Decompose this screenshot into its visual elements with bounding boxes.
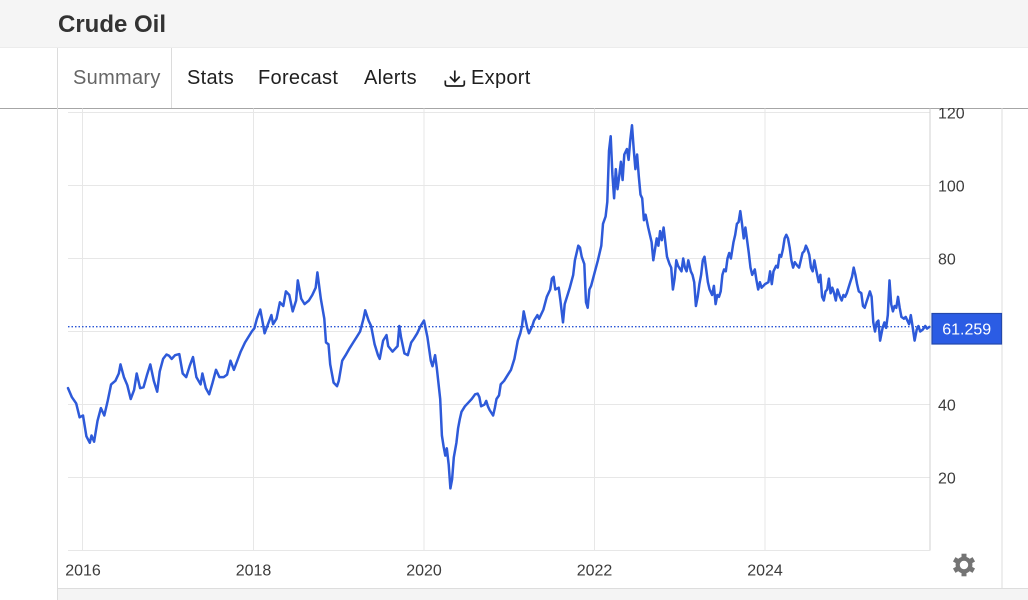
svg-text:2024: 2024: [747, 563, 783, 580]
svg-text:2016: 2016: [65, 563, 101, 580]
svg-text:120: 120: [938, 108, 965, 123]
svg-text:2022: 2022: [577, 563, 613, 580]
svg-text:100: 100: [938, 179, 965, 196]
svg-text:2020: 2020: [406, 563, 442, 580]
svg-text:20: 20: [938, 471, 956, 488]
svg-text:40: 40: [938, 398, 956, 415]
svg-text:80: 80: [938, 252, 956, 269]
svg-text:2018: 2018: [236, 563, 272, 580]
svg-text:61.259: 61.259: [942, 322, 991, 339]
